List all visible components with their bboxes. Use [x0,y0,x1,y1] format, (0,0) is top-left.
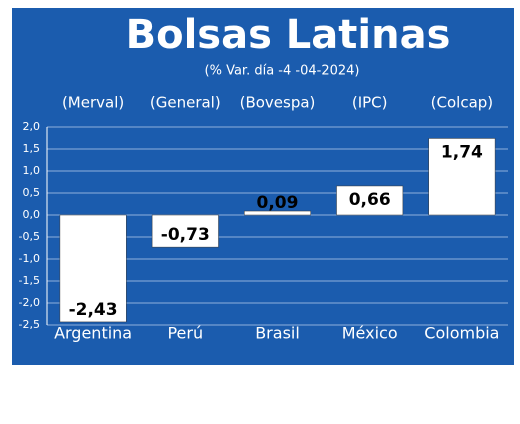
y-tick-label: -0,5 [19,230,40,243]
y-tick-label: 1,5 [23,142,41,155]
value-label: 0,09 [257,193,299,213]
y-tick-label: 0,0 [23,208,41,221]
index-label: (General) [150,94,221,112]
bar [244,210,311,216]
index-label: (Colcap) [431,94,493,112]
index-label: (Merval) [62,94,124,112]
y-tick-label: 0,5 [23,186,41,199]
x-tick-label: Colombia [424,324,499,343]
index-label: (Bovespa) [240,94,316,112]
y-tick-label: -1,0 [19,252,40,265]
bar [59,214,127,323]
chart-title: Bolsas Latinas [126,12,451,58]
value-label: -2,43 [69,300,118,320]
y-tick-label: -1,5 [19,274,40,287]
value-label: 0,66 [349,190,391,210]
index-label: (IPC) [352,94,388,112]
value-label: 1,74 [441,142,483,162]
y-tick-label: 2,0 [23,120,41,133]
x-tick-label: Argentina [54,324,132,343]
bar [151,214,219,248]
x-tick-label: México [342,324,398,343]
bar [428,138,496,216]
x-tick-label: Perú [167,324,203,343]
bar [336,185,404,216]
x-tick-label: Brasil [255,324,300,343]
chart-subtitle: (% Var. día -4 -04-2024) [205,64,360,79]
value-label: -0,73 [161,225,210,245]
y-tick-label: -2,0 [19,296,40,309]
y-tick-label: 1,0 [23,164,41,177]
y-tick-label: -2,5 [19,318,40,331]
